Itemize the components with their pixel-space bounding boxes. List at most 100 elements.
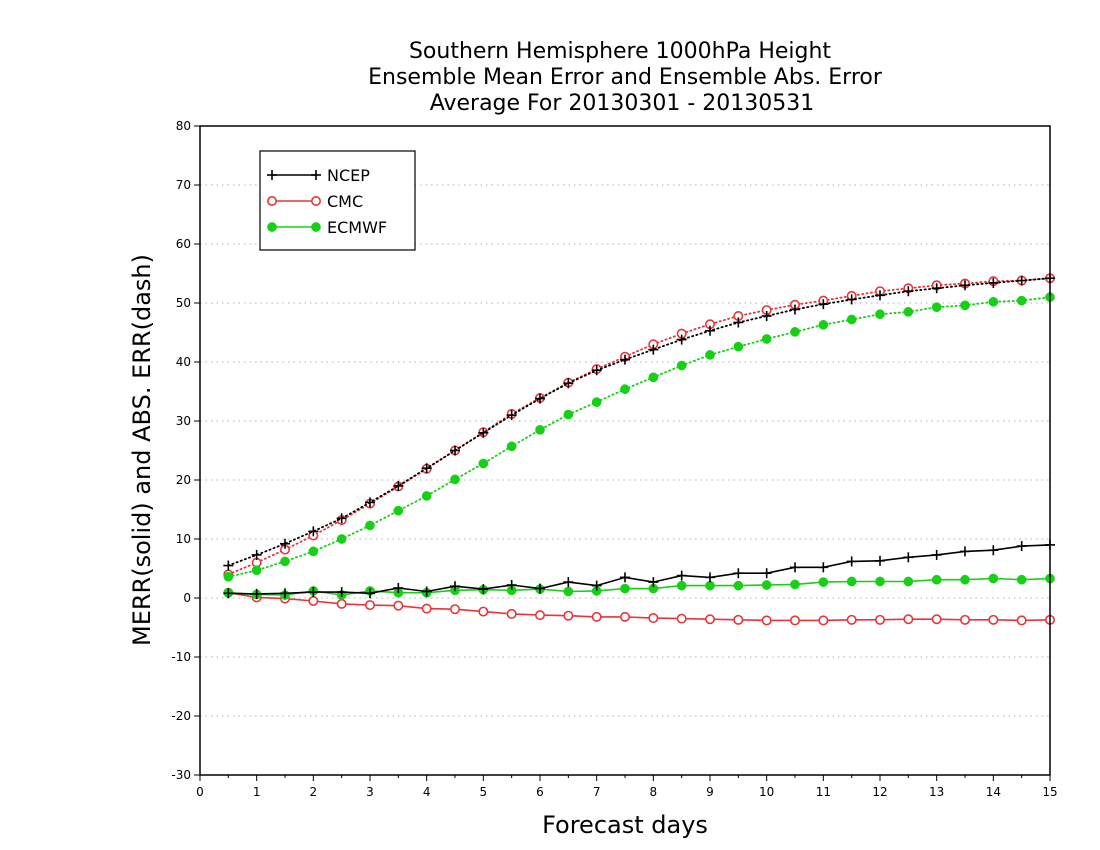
y-tick-label: 10 [176,532,191,546]
ecmwf-merr-point [790,579,800,590]
cmc-merr-point [336,598,347,609]
ncep-merr-point [875,555,885,566]
cmc-merr-point [308,595,319,606]
x-tick-label: 6 [536,785,544,799]
ncep-merr-point [960,546,970,557]
ncep-abs-err-point [506,410,517,421]
ncep-abs-err-point [733,317,744,328]
ecmwf-merr-point [846,576,857,587]
ecmwf-abs-err-point [478,458,489,469]
cmc-merr-series [223,587,1056,626]
ecmwf-abs-err-point [365,520,375,531]
x-tick-label: 2 [310,785,318,799]
ncep-merr-point [478,584,489,595]
legend-item-ncep: NCEP [267,166,370,185]
ecmwf-merr-point [903,576,914,587]
cmc-merr-point [506,608,517,619]
ncep-abs-err-point [676,334,687,345]
y-tick-label: -20 [171,709,191,723]
y-tick-label: 80 [176,119,191,133]
ncep-abs-err-point [761,310,772,321]
ncep-merr-point [648,577,659,588]
ecmwf-abs-err-point [733,341,744,352]
ncep-merr-point [931,549,942,560]
ecmwf-merr-point [620,583,630,594]
ncep-merr-point [1016,541,1027,552]
ncep-merr-point [336,587,347,598]
ncep-abs-err-point [478,427,489,438]
legend-item-cmc: CMC [266,192,363,211]
ecmwf-abs-err-point [450,474,460,485]
cmc-merr-point [818,615,829,626]
ecmwf-abs-err-point [931,302,942,312]
legend-label-cmc: CMC [327,192,363,211]
x-tick-label: 3 [366,785,374,799]
ecmwf-abs-err-point [790,327,800,337]
x-tick-label: 5 [480,785,488,799]
ncep-merr-point [903,552,914,563]
ncep-merr-series [223,539,1055,599]
ecmwf-merr-point [875,576,885,587]
cmc-merr-point [364,600,375,611]
cmc-merr-point [846,614,857,625]
ncep-abs-err-point [450,445,460,456]
cmc-merr-point [959,614,970,625]
y-tick-label: -10 [171,650,191,664]
y-tick-label: 0 [183,591,191,605]
legend-marker [267,222,277,232]
ncep-abs-err-point [648,344,659,355]
cmc-merr-point [421,603,432,614]
title-line-1: Southern Hemisphere 1000hPa Height [409,39,831,64]
cmc-merr-point [478,606,489,617]
ncep-merr-point [676,570,687,581]
cmc-merr-point [988,614,999,625]
ecmwf-abs-err-series [223,292,1055,582]
legend-marker [310,196,321,207]
chart-title: Southern Hemisphere 1000hPa Height Ensem… [368,39,883,116]
x-tick-label: 7 [593,785,601,799]
legend-label-ncep: NCEP [327,166,370,185]
ecmwf-merr-point [705,580,715,591]
cmc-merr-point [704,614,715,625]
ncep-abs-err-series [223,273,1055,571]
ecmwf-abs-err-point [535,425,545,435]
cmc-merr-point [534,610,545,621]
ncep-merr-point [761,568,772,579]
cmc-merr-point [1016,615,1027,626]
x-tick-label: 15 [1042,785,1057,799]
legend-marker [267,170,277,180]
cmc-merr-point [761,615,772,626]
ecmwf-abs-err-point [818,319,829,330]
ncep-abs-err-point [563,378,574,389]
legend-label-ecmwf: ECMWF [327,218,387,237]
ncep-abs-err-point [591,365,602,376]
ncep-merr-point [393,582,404,593]
ncep-abs-err-point [875,290,885,301]
ecmwf-abs-err-point [676,360,687,371]
plot-frame [199,125,1051,776]
title-line-2: Ensemble Mean Error and Ensemble Abs. Er… [368,65,883,90]
series-layer [223,273,1056,626]
ncep-abs-err-point [223,560,234,571]
ecmwf-abs-err-point [1016,295,1027,306]
x-tick-label: 0 [196,785,204,799]
x-tick-label: 8 [650,785,658,799]
ncep-merr-point [733,568,744,579]
ecmwf-abs-err-point [988,296,999,307]
ncep-abs-err-point [393,480,404,491]
cmc-merr-point [874,614,885,625]
ecmwf-abs-err-point [875,309,885,320]
ncep-merr-point [818,562,829,573]
x-tick-label: 11 [816,785,831,799]
ecmwf-abs-err-point [223,571,234,582]
legend: NCEP CMC ECMWF [259,150,416,251]
cmc-merr-point [619,611,630,622]
ncep-merr-point [535,583,545,594]
ncep-abs-err-point [1016,275,1027,286]
y-tick-label: 60 [176,237,191,251]
ncep-abs-err-point [308,526,319,537]
ncep-merr-point [223,588,234,599]
ecmwf-abs-err-point [251,565,262,576]
